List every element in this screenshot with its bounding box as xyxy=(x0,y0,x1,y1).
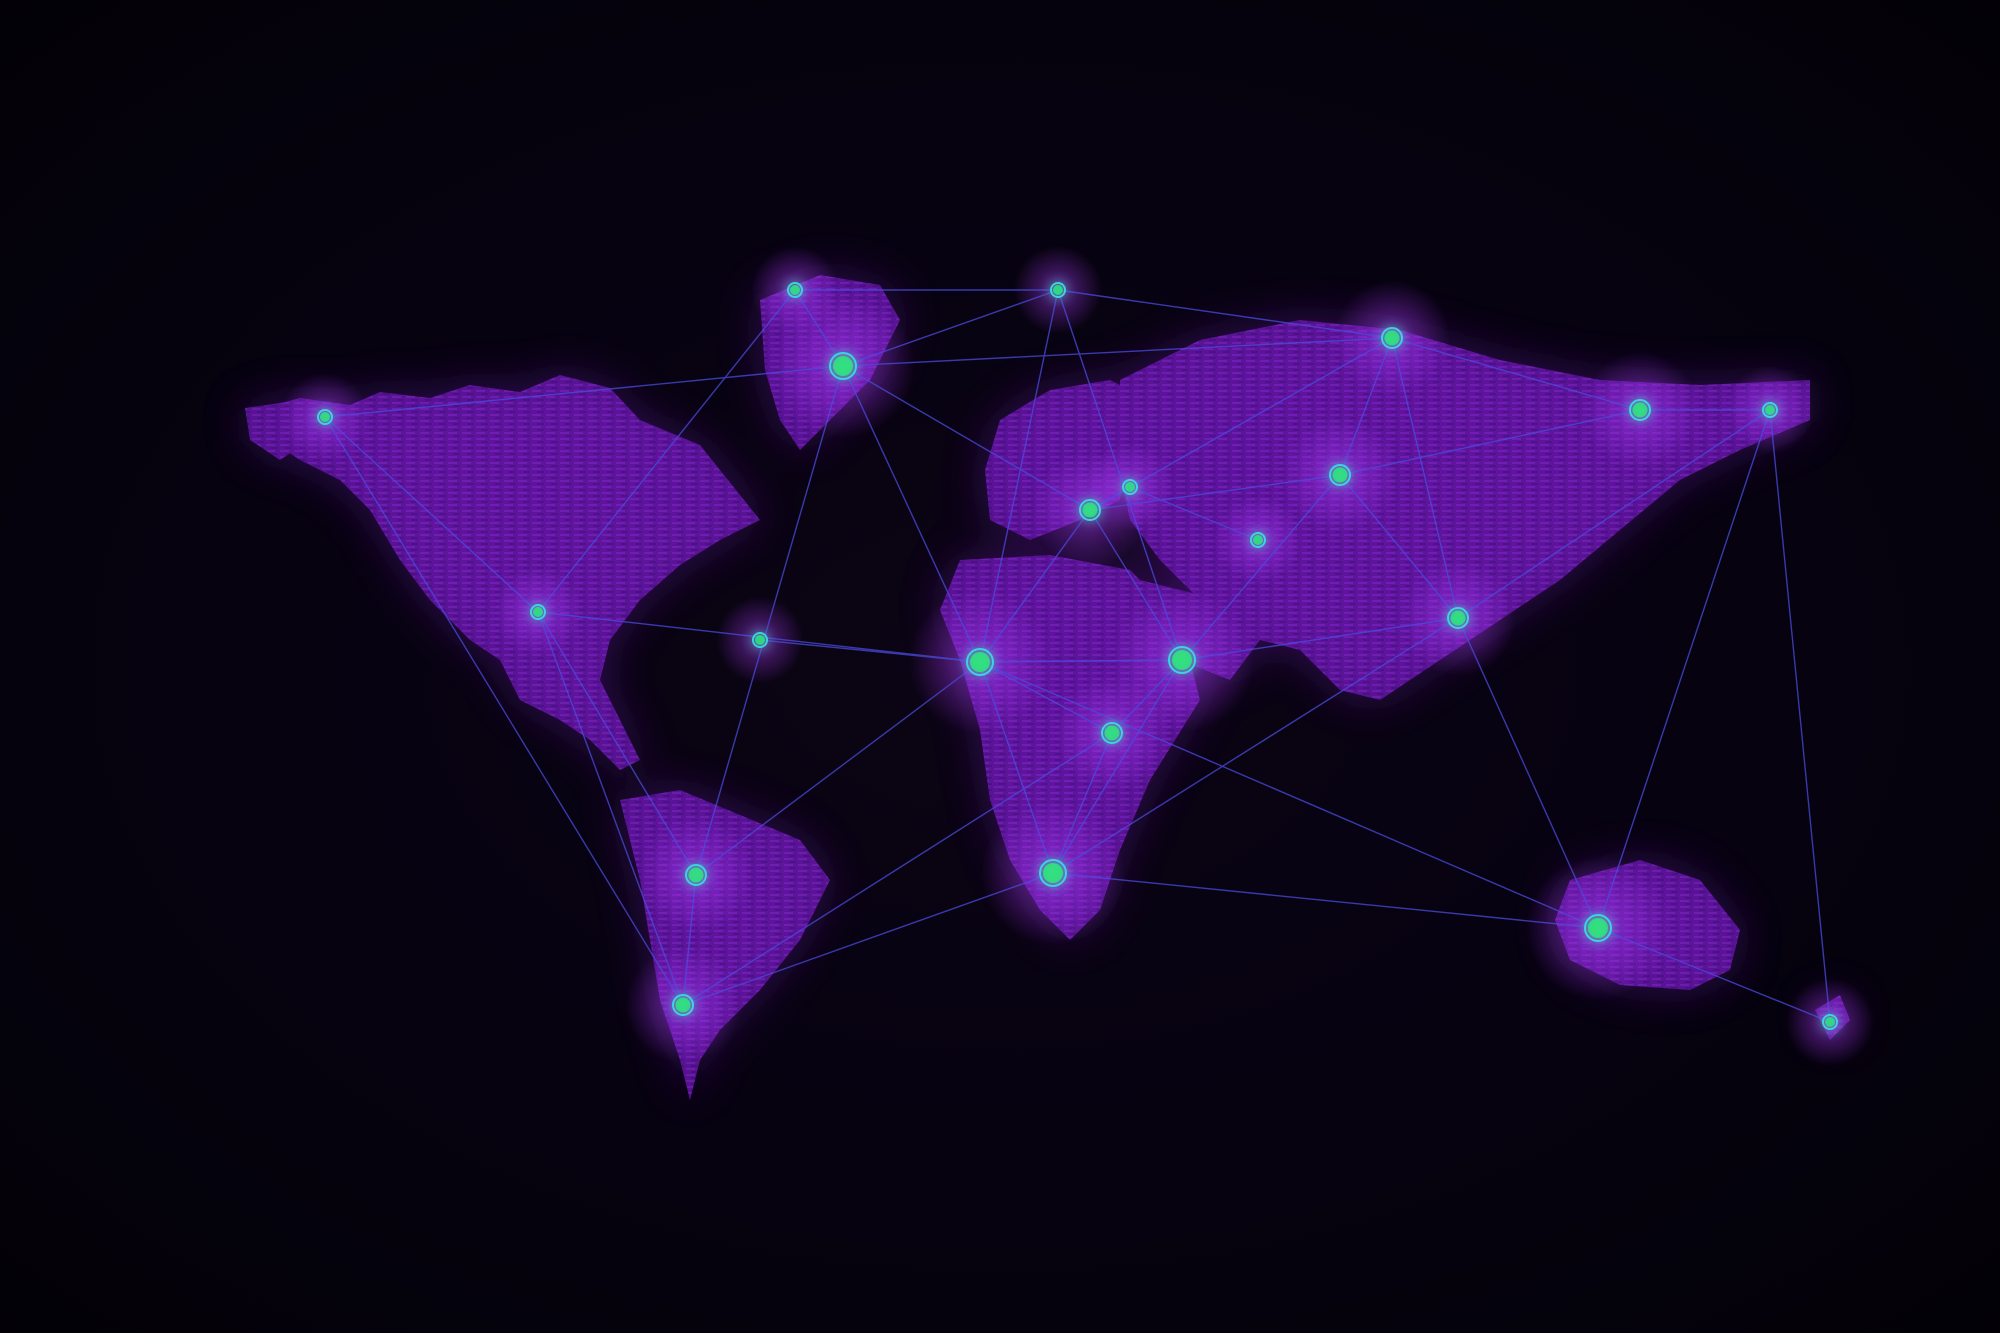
node-central-africa xyxy=(1104,725,1120,741)
node-ring-north-america xyxy=(530,604,546,620)
node-central-asia xyxy=(1253,535,1263,545)
node-ring-greenland xyxy=(829,352,857,380)
node-ring-greenland-west xyxy=(787,282,803,298)
network-link-atlantic-west-africa xyxy=(759,639,981,663)
node-svalbard xyxy=(1053,285,1063,295)
node-europe xyxy=(1082,502,1098,518)
node-ring-atlantic xyxy=(752,632,768,648)
network-link-west-africa-south-america-north xyxy=(695,661,981,876)
node-ring-far-east-russia-a xyxy=(1629,399,1651,421)
node-ring-europe xyxy=(1079,499,1101,521)
node-greenland-west xyxy=(790,285,800,295)
network-link-central-russia-arabia xyxy=(1181,474,1341,661)
network-link-southern-africa-south-america-south xyxy=(682,872,1054,1006)
network-link-svalbard-north-siberia xyxy=(1057,289,1393,339)
network-link-central-africa-southern-africa xyxy=(1052,732,1113,874)
node-europe-east xyxy=(1125,482,1135,492)
network-link-greenland-south-america-north xyxy=(695,365,844,876)
network-link-greenland-west-north-america xyxy=(537,289,796,613)
network-link-greenland-north-siberia xyxy=(842,337,1393,367)
node-ring-alaska xyxy=(317,409,333,425)
network-link-greenland-europe xyxy=(842,365,1091,511)
network-link-arabia-southern-africa xyxy=(1052,659,1183,874)
network-link-far-east-russia-b-new-zealand xyxy=(1769,409,1831,1023)
node-west-africa xyxy=(970,652,990,672)
node-far-east-russia-a xyxy=(1632,402,1648,418)
node-ring-europe-east xyxy=(1122,479,1138,495)
network-link-alaska-north-america xyxy=(324,416,539,613)
network-link-arabia-central-africa xyxy=(1111,659,1183,734)
node-new-zealand xyxy=(1825,1017,1835,1027)
network-link-north-siberia-east-asia xyxy=(1391,337,1459,619)
network-link-north-siberia-central-russia xyxy=(1339,337,1393,476)
network-link-north-siberia-europe xyxy=(1089,337,1393,511)
node-east-asia xyxy=(1450,610,1466,626)
node-ring-far-east-russia-b xyxy=(1762,402,1778,418)
node-ring-south-america-south xyxy=(672,994,694,1016)
network-link-north-america-south-america-south xyxy=(537,611,684,1006)
node-greenland xyxy=(833,356,853,376)
node-arabia xyxy=(1172,650,1192,670)
node-ring-southern-africa xyxy=(1039,859,1067,887)
network-link-east-asia-australia xyxy=(1457,617,1599,929)
network-link-far-east-russia-a-central-russia xyxy=(1339,409,1641,476)
node-south-america-south xyxy=(675,997,691,1013)
network-link-australia-new-zealand xyxy=(1597,927,1831,1023)
network-link-north-siberia-far-east-russia-a xyxy=(1391,337,1641,411)
node-ring-central-russia xyxy=(1329,464,1351,486)
network-link-north-america-south-america-north xyxy=(537,611,697,876)
network-link-greenland-west-africa xyxy=(842,365,981,663)
node-north-america xyxy=(533,607,543,617)
network-link-europe-east-central-asia xyxy=(1129,486,1259,541)
network-link-west-africa-southern-africa xyxy=(979,661,1054,874)
network-link-east-asia-southern-africa xyxy=(1052,617,1459,874)
node-north-siberia xyxy=(1384,330,1400,346)
network-link-svalbard-west-africa xyxy=(979,289,1059,663)
network-link-europe-arabia xyxy=(1089,509,1183,661)
node-central-russia xyxy=(1332,467,1348,483)
network-link-west-africa-central-africa xyxy=(979,661,1113,734)
node-alaska xyxy=(320,412,330,422)
network-link-west-africa-australia xyxy=(979,661,1599,929)
network-nodes xyxy=(317,282,1838,1030)
network-link-central-russia-east-asia xyxy=(1339,474,1459,619)
network-link-far-east-russia-b-australia xyxy=(1597,409,1771,929)
network-link-arabia-east-asia xyxy=(1181,617,1459,661)
network-link-europe-west-africa xyxy=(979,509,1091,663)
network-link-central-russia-europe xyxy=(1089,474,1341,511)
node-ring-australia xyxy=(1584,914,1612,942)
network-link-southern-africa-australia xyxy=(1052,872,1599,929)
network-link-svalbard-greenland xyxy=(842,289,1059,367)
node-southern-africa xyxy=(1043,863,1063,883)
node-south-america-north xyxy=(688,867,704,883)
node-ring-central-africa xyxy=(1101,722,1123,744)
network-link-alaska-greenland xyxy=(324,365,844,418)
node-ring-central-asia xyxy=(1250,532,1266,548)
network-link-south-america-north-south-america-south xyxy=(682,874,697,1006)
network-link-greenland-west-greenland xyxy=(794,289,844,367)
network-link-west-africa-arabia xyxy=(979,659,1183,663)
node-australia xyxy=(1588,918,1608,938)
network-link-alaska-south-america-south xyxy=(324,416,684,1006)
network-links xyxy=(324,289,1831,1023)
node-ring-south-america-north xyxy=(685,864,707,886)
node-ring-new-zealand xyxy=(1822,1014,1838,1030)
network-link-central-africa-south-america-south xyxy=(682,732,1113,1006)
node-far-east-russia-b xyxy=(1765,405,1775,415)
node-ring-east-asia xyxy=(1447,607,1469,629)
node-ring-west-africa xyxy=(966,648,994,676)
node-ring-arabia xyxy=(1168,646,1196,674)
network-link-svalbard-arabia xyxy=(1057,289,1183,661)
node-ring-svalbard xyxy=(1050,282,1066,298)
north-america-land xyxy=(248,375,760,770)
node-atlantic xyxy=(755,635,765,645)
node-ring-north-siberia xyxy=(1381,327,1403,349)
network-link-far-east-russia-b-east-asia xyxy=(1457,409,1771,619)
